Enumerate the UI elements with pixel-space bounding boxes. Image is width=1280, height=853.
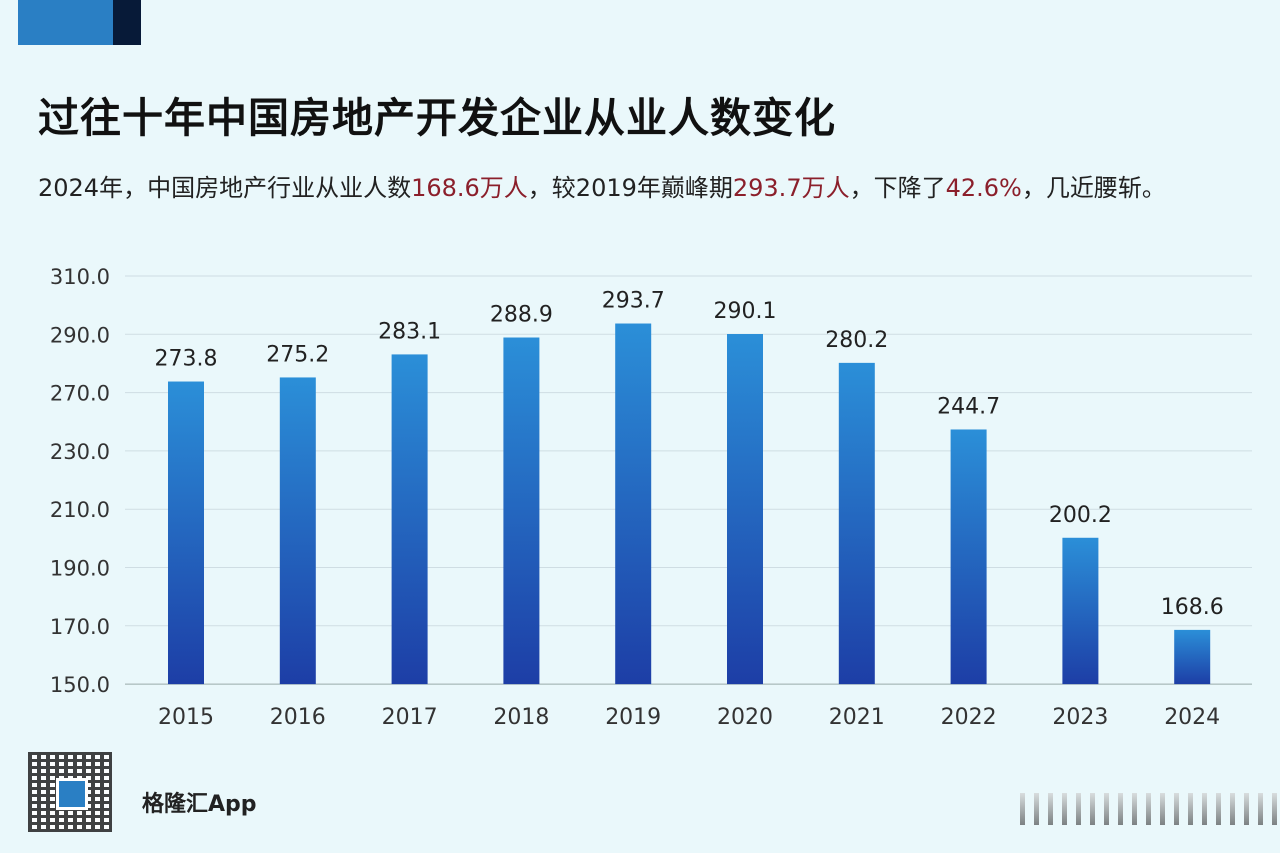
y-tick-label: 310.0 (50, 265, 110, 289)
data-label: 288.9 (490, 303, 553, 328)
x-tick-label: 2020 (717, 705, 773, 730)
bar-2017 (391, 354, 428, 685)
y-tick-label: 170.0 (50, 615, 110, 639)
x-tick-label: 2015 (158, 705, 214, 730)
bar-2020 (727, 334, 763, 685)
qr-logo-icon (56, 778, 88, 810)
data-label: 273.8 (155, 347, 218, 372)
bar-2022 (950, 429, 987, 685)
bar-2019 (615, 323, 652, 685)
data-label: 293.7 (602, 289, 665, 314)
subtitle: 2024年，中国房地产行业从业人数168.6万人，较2019年巅峰期293.7万… (38, 168, 1258, 208)
data-label: 290.1 (714, 299, 777, 324)
watermark (1020, 793, 1280, 825)
subtitle-text: 2024年，中国房地产行业从业人数 (38, 174, 412, 202)
brand-label: 格隆汇App (142, 792, 257, 817)
x-tick-label: 2023 (1052, 705, 1108, 730)
header-decoration-blue (18, 0, 113, 45)
y-tick-label: 230.0 (50, 440, 110, 464)
bar-2018 (503, 337, 540, 685)
x-tick-label: 2019 (605, 705, 661, 730)
y-tick-label: 150.0 (50, 673, 110, 697)
bar-2016 (279, 377, 316, 685)
y-tick-label: 270.0 (50, 382, 110, 406)
y-tick-label: 190.0 (50, 557, 110, 581)
x-tick-label: 2021 (829, 705, 885, 730)
x-tick-label: 2017 (382, 705, 438, 730)
subtitle-highlight: 42.6% (945, 174, 1022, 202)
header-decoration-navy (113, 0, 141, 45)
x-tick-label: 2016 (270, 705, 326, 730)
page-title: 过往十年中国房地产开发企业从业人数变化 (38, 94, 836, 142)
subtitle-text: ，几近腰斩。 (1021, 174, 1166, 202)
y-tick-label: 210.0 (50, 498, 110, 522)
x-tick-label: 2024 (1164, 705, 1220, 730)
data-label: 275.2 (266, 342, 329, 367)
data-label: 168.6 (1161, 595, 1224, 620)
bar-2024 (1174, 629, 1211, 685)
x-tick-label: 2022 (941, 705, 997, 730)
y-tick-label: 290.0 (50, 323, 110, 347)
data-label: 280.2 (825, 328, 888, 353)
data-label: 244.7 (937, 394, 1000, 419)
x-tick-label: 2018 (493, 705, 549, 730)
bar-2015 (168, 381, 204, 685)
subtitle-highlight: 293.7万人 (732, 174, 850, 202)
subtitle-text: ，下降了 (849, 174, 946, 202)
bar-2021 (838, 362, 875, 685)
subtitle-highlight: 168.6万人 (411, 174, 528, 202)
data-label: 200.2 (1049, 503, 1112, 528)
data-label: 283.1 (378, 319, 441, 344)
subtitle-text: ，较2019年巅峰期 (527, 174, 733, 202)
bar-2023 (1062, 537, 1099, 685)
